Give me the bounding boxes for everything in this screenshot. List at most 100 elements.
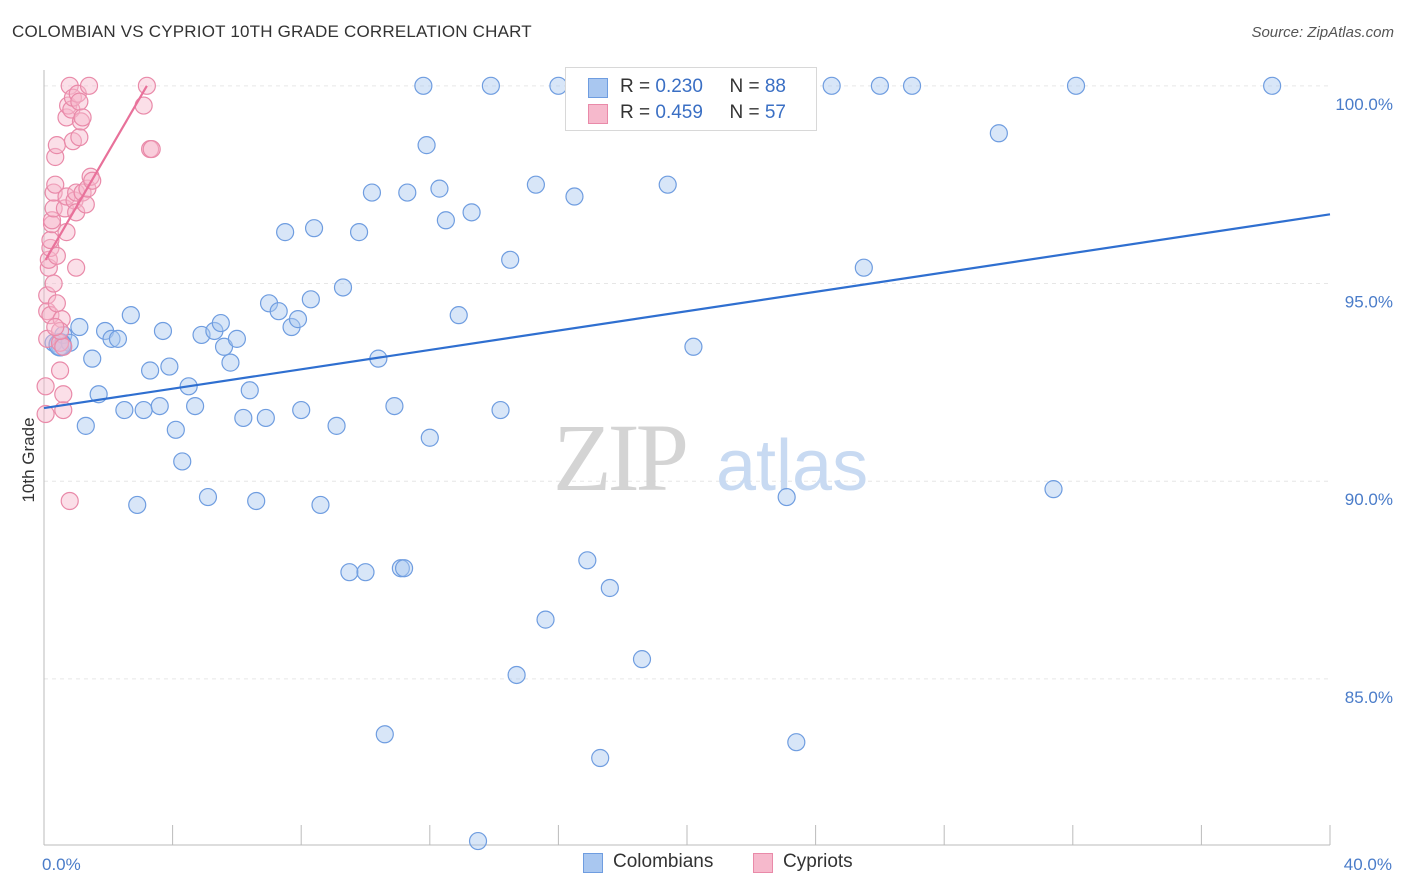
watermark: ZIP atlas — [553, 404, 868, 511]
colombian-point — [854, 258, 873, 277]
colombian-point — [269, 302, 288, 321]
colombian-point — [491, 400, 510, 420]
colombian-point — [276, 223, 295, 242]
cypriot-point — [70, 128, 89, 147]
cypriot-point — [47, 294, 66, 313]
colombian-point — [304, 219, 324, 238]
colombian-point — [536, 610, 555, 629]
colombian-point — [140, 361, 160, 380]
cypriot-point — [44, 274, 63, 293]
cypriot-point — [60, 491, 79, 511]
colombian-point — [333, 278, 353, 297]
colombian-point — [76, 416, 95, 435]
colombian-point — [198, 487, 218, 507]
colombian-point — [134, 400, 153, 420]
cypriot-point — [54, 337, 73, 356]
colombian-point — [311, 495, 330, 515]
watermark-atlas: atlas — [716, 426, 868, 506]
colombian-point — [256, 408, 275, 428]
chart-source: Source: ZipAtlas.com — [1251, 24, 1394, 41]
colombian-point — [414, 76, 433, 95]
colombian-point — [227, 329, 246, 348]
colombian-point — [420, 428, 439, 447]
cypriot-point — [47, 136, 66, 155]
x-tick-label: 0.0% — [42, 855, 81, 874]
cypriot-point — [41, 306, 60, 325]
colombian-point — [292, 400, 311, 420]
cypriot-point — [79, 76, 99, 95]
cypriot-point — [73, 108, 92, 127]
legend-n-label: N = — [729, 102, 765, 123]
colombian-point — [787, 733, 806, 752]
colombian-point — [385, 396, 404, 416]
colombian-point — [166, 420, 185, 439]
legend-swatch-blue — [588, 78, 608, 98]
colombian-point — [436, 211, 455, 230]
y-tick-label: 100.0% — [1335, 95, 1393, 114]
colombian-point — [501, 250, 520, 269]
colombian-point — [362, 183, 382, 202]
colombian-point — [989, 124, 1008, 143]
y-tick-label: 90.0% — [1345, 490, 1393, 509]
cypriot-point — [46, 175, 65, 194]
colombian-point — [115, 400, 134, 420]
cypriot-point — [36, 404, 55, 424]
colombian-point — [902, 76, 922, 95]
cypriot-point — [36, 377, 55, 396]
trend-lines — [43, 85, 1331, 410]
colombian-point — [600, 578, 619, 598]
legend-r-value: 0.459 — [655, 102, 703, 123]
colombian-point — [1044, 480, 1063, 499]
legend-n-value: 57 — [764, 102, 786, 123]
cypriots-trend-line — [44, 85, 148, 261]
colombian-point — [449, 306, 468, 325]
colombian-point — [658, 175, 677, 194]
tick-labels: 100.0% 95.0% 90.0% 85.0% 0.0% 40.0% — [42, 95, 1393, 874]
colombian-point — [160, 357, 179, 376]
legend-n-label: N = — [729, 76, 765, 97]
legend-r-label: R = — [620, 76, 656, 97]
colombian-point — [481, 76, 500, 95]
x-tick-label: 40.0% — [1344, 855, 1392, 874]
colombian-point — [301, 290, 320, 309]
colombians-points — [44, 76, 1282, 851]
cypriot-point — [142, 139, 161, 159]
colombian-point — [565, 187, 584, 206]
colombian-point — [468, 831, 488, 851]
grid-lines — [44, 85, 1330, 680]
colombian-point — [83, 349, 102, 368]
bottom-legend-label: Colombians — [613, 851, 714, 872]
colombian-point — [70, 317, 89, 337]
colombian-point — [1263, 76, 1282, 95]
colombian-point — [632, 650, 652, 669]
cypriot-point — [42, 215, 62, 234]
legend-r-value: 0.230 — [655, 76, 703, 97]
colombian-point — [870, 76, 890, 95]
colombian-point — [349, 223, 369, 242]
cypriot-point — [54, 385, 73, 404]
colombian-point — [240, 381, 259, 400]
colombian-point — [102, 329, 121, 348]
colombian-point — [398, 183, 417, 202]
bottom-legend-swatch-pink — [753, 853, 773, 873]
colombian-point — [288, 310, 308, 329]
legend-swatch-pink — [588, 104, 608, 124]
bottom-legend-swatch-blue — [583, 853, 603, 873]
colombian-point — [150, 396, 169, 416]
bottom-legend-label: Cypriots — [783, 851, 853, 872]
cypriot-point — [46, 317, 65, 337]
colombian-point — [108, 329, 128, 348]
cypriot-point — [67, 258, 86, 277]
colombian-point — [684, 337, 703, 356]
colombian-point — [394, 559, 414, 578]
colombian-point — [121, 306, 140, 325]
colombian-point — [234, 408, 253, 428]
colombian-point — [221, 353, 240, 372]
colombians-trend-line — [43, 213, 1331, 410]
colombian-point — [591, 748, 610, 768]
colombian-point — [777, 487, 796, 507]
cypriot-point — [50, 361, 70, 380]
y-tick-label: 85.0% — [1345, 688, 1393, 707]
y-axis-label: 10th Grade — [19, 417, 38, 502]
